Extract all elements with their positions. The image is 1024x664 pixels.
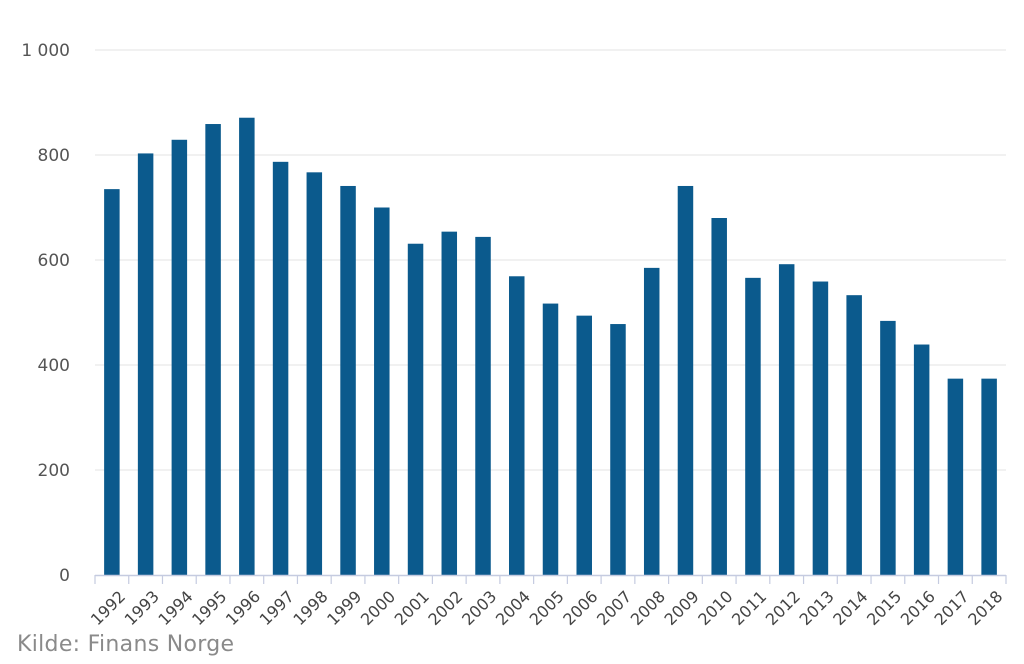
x-tick-label-2016: 2016 [897, 587, 939, 629]
x-tick-label-2004: 2004 [492, 587, 534, 629]
bar-2009 [677, 185, 694, 575]
x-tick-label-2005: 2005 [526, 587, 568, 629]
source-note: Kilde: Finans Norge [17, 632, 235, 657]
bar-2012 [778, 264, 795, 575]
bar-2016 [913, 344, 930, 575]
x-axis [94, 574, 1007, 584]
x-tick-label-2015: 2015 [863, 587, 905, 629]
bar-2013 [812, 281, 829, 575]
y-tick-label: 200 [38, 461, 70, 481]
bar-2011 [745, 277, 761, 575]
bar-1993 [137, 153, 154, 576]
x-tick-label-2018: 2018 [964, 587, 1006, 629]
x-tick-label-2012: 2012 [762, 587, 804, 629]
x-tick-label-2003: 2003 [458, 587, 500, 629]
x-tick-label-1995: 1995 [188, 587, 230, 629]
x-tick-label-1999: 1999 [323, 587, 365, 629]
bar-2014 [846, 295, 862, 575]
y-tick-label: 1 000 [21, 41, 70, 61]
y-tick-label: 600 [38, 251, 70, 271]
bar-2003 [475, 236, 491, 575]
bar-2000 [374, 207, 390, 575]
bar-1996 [239, 117, 255, 575]
bar-2010 [711, 218, 727, 575]
bar-2007 [610, 324, 626, 575]
bar-2008 [643, 267, 660, 575]
x-tick-label-1996: 1996 [222, 587, 264, 629]
bar-1994 [171, 139, 188, 575]
x-tick-label-2017: 2017 [930, 587, 972, 629]
x-tick-label-1992: 1992 [87, 587, 129, 629]
x-tick-label-2008: 2008 [627, 587, 669, 629]
x-tick-label-2014: 2014 [829, 587, 871, 629]
bar-2001 [407, 243, 424, 575]
bar-2002 [441, 231, 458, 575]
bar-2015 [880, 320, 896, 575]
x-tick-label-2011: 2011 [728, 587, 770, 629]
x-tick-label-2002: 2002 [424, 587, 466, 629]
bar-1992 [104, 189, 120, 575]
x-tick-label-2006: 2006 [559, 587, 601, 629]
bars [104, 117, 997, 576]
bar-2004 [509, 276, 525, 575]
x-tick-label-2000: 2000 [357, 587, 399, 629]
x-axis-tick-labels: 1992199319941995199619971998199920002001… [87, 587, 1006, 629]
y-tick-label: 400 [38, 356, 70, 376]
bar-1995 [205, 124, 221, 576]
y-tick-label: 0 [59, 566, 70, 586]
x-tick-label-1997: 1997 [256, 587, 298, 629]
x-tick-label-2007: 2007 [593, 587, 635, 629]
bar-2017 [947, 378, 964, 575]
x-tick-label-1998: 1998 [289, 587, 331, 629]
x-tick-label-2009: 2009 [661, 587, 703, 629]
bar-2006 [576, 315, 592, 575]
x-tick-label-2013: 2013 [796, 587, 838, 629]
x-tick-label-2010: 2010 [694, 587, 736, 629]
y-tick-label: 800 [38, 146, 70, 166]
x-tick-label-2001: 2001 [391, 587, 433, 629]
x-tick-label-1994: 1994 [154, 587, 196, 629]
bar-2005 [542, 303, 559, 575]
bar-2018 [981, 378, 997, 575]
bar-1998 [306, 172, 323, 575]
y-axis-tick-labels: 0 200 400 600 800 1 000 [21, 41, 70, 586]
bar-1997 [272, 161, 289, 575]
bar-1999 [340, 185, 356, 575]
x-tick-label-1993: 1993 [121, 587, 163, 629]
